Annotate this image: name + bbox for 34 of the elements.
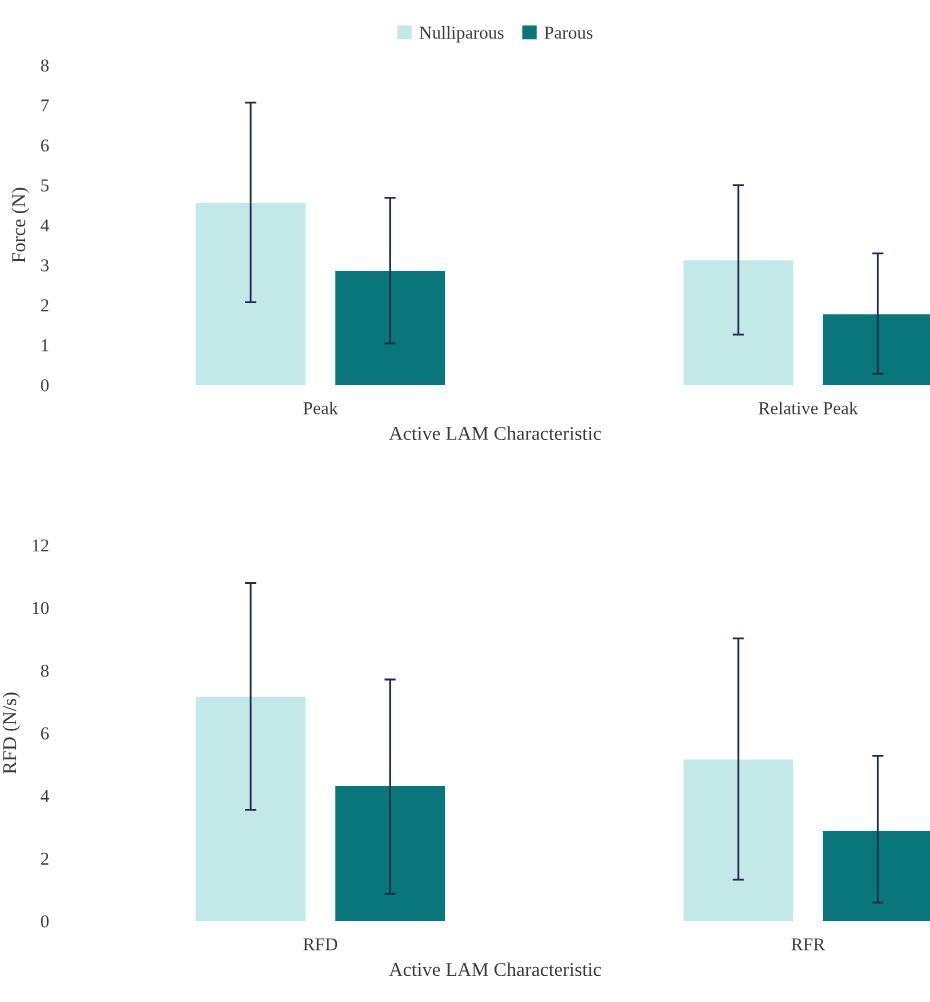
y-tick-label: 1 [41, 339, 49, 352]
bar [335, 786, 445, 922]
y-tick-label: 6 [41, 727, 49, 740]
x-tick-label: Peak [303, 401, 338, 415]
legend-label: Parous [544, 26, 593, 39]
y-tick-label: 10 [32, 602, 49, 615]
bar [822, 831, 930, 922]
bar [822, 314, 930, 385]
x-axis-title: Active LAM Characteristic [389, 962, 601, 977]
x-tick-label: RFD [303, 938, 338, 951]
y-tick-label: 8 [41, 664, 49, 677]
y-tick-label: 5 [41, 179, 49, 192]
bar [683, 260, 794, 385]
y-tick-label: 2 [41, 299, 49, 312]
bar [683, 759, 794, 922]
y-tick-label: 7 [41, 99, 49, 112]
y-tick-label: 3 [41, 259, 49, 272]
y-tick-label: 4 [40, 790, 50, 802]
bar [335, 271, 445, 385]
y-tick-label: 6 [41, 139, 49, 152]
x-tick-label: RFR [791, 938, 826, 951]
y-tick-label: 12 [32, 539, 49, 552]
legend-label: Nulliparous [419, 26, 504, 43]
y-tick-label: 8 [41, 59, 49, 72]
x-tick-label: Relative Peak [758, 401, 858, 415]
x-axis-title: Active LAM Characteristic [389, 426, 601, 441]
y-tick-label: 0 [41, 379, 49, 392]
bar [195, 696, 306, 922]
bar [195, 203, 306, 385]
y-axis-title: RFD (N/s) [2, 692, 21, 774]
y-axis-title: Force (N) [11, 187, 30, 263]
y-tick-label: 2 [41, 852, 49, 865]
y-tick-label: 4 [40, 219, 50, 232]
y-tick-label: 0 [41, 915, 49, 928]
